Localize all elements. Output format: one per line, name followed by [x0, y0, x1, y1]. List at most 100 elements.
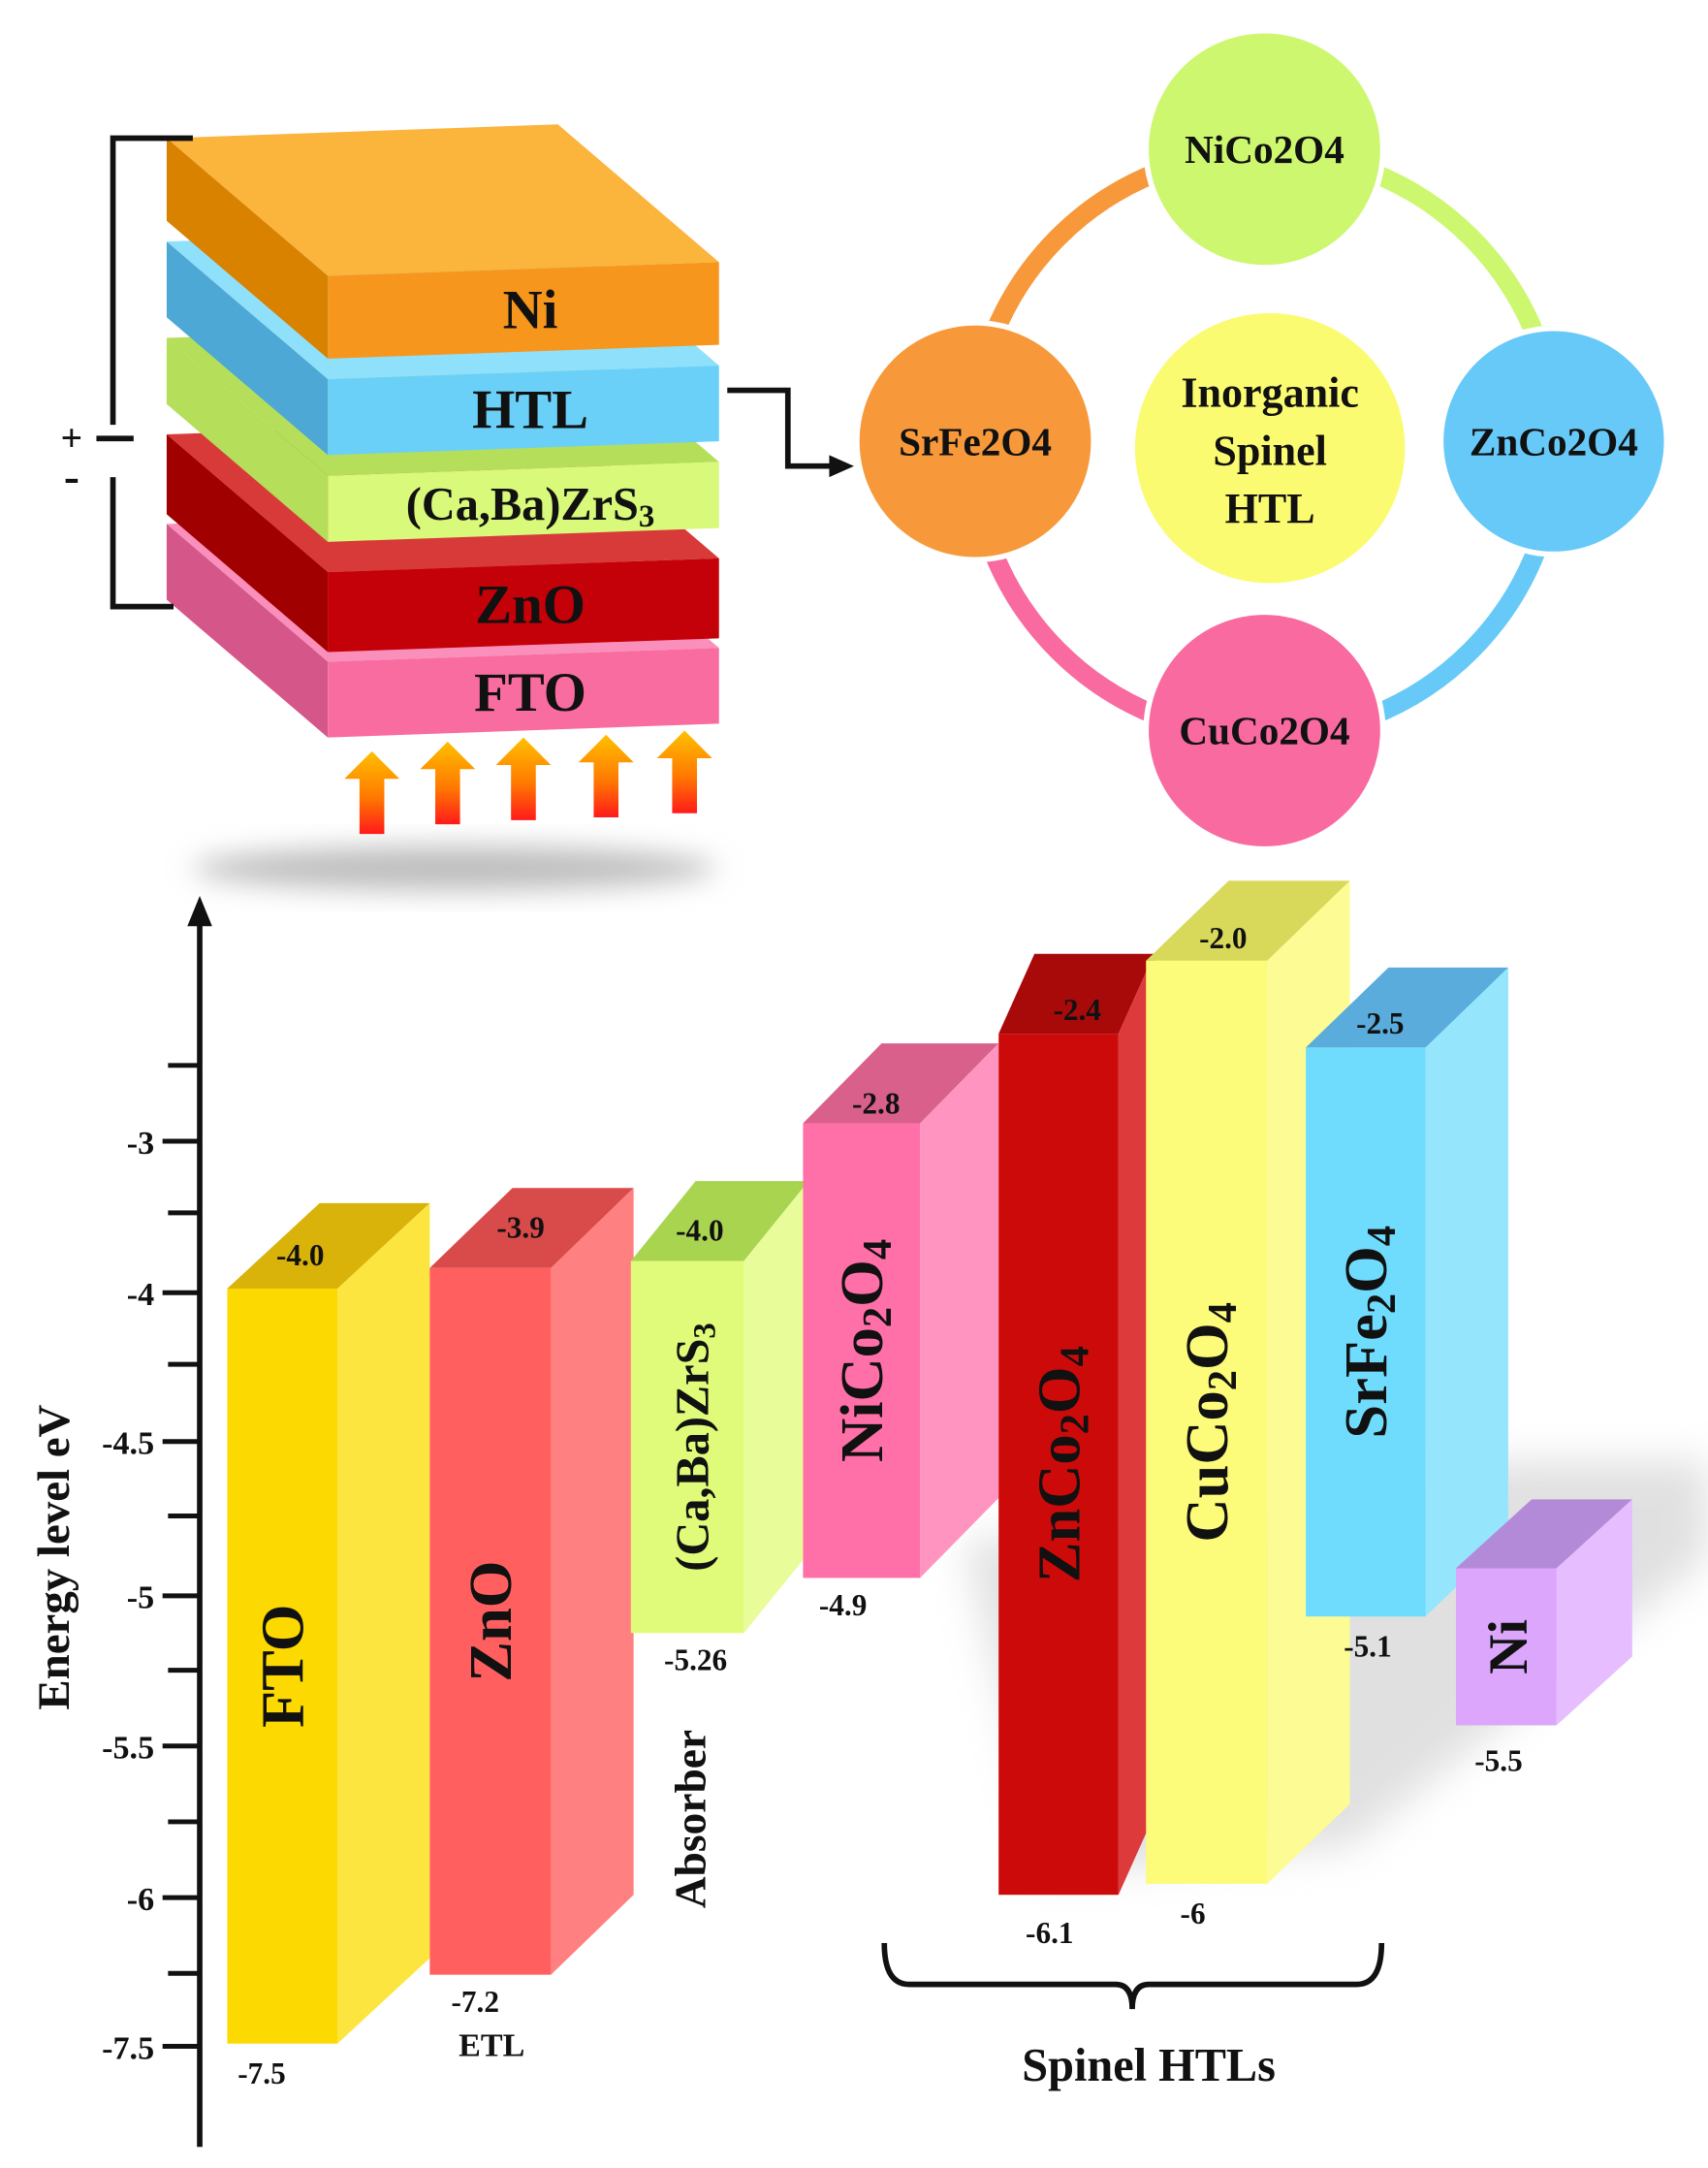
sunlight-arrow-icon — [344, 750, 400, 835]
bar-name: NiCo2O4 — [828, 1239, 901, 1462]
bar-top-face — [998, 953, 1154, 1035]
bar-top-value: -4.0 — [676, 1213, 723, 1247]
bar-role-label: ETL — [459, 2027, 524, 2063]
circuit-bracket — [96, 135, 193, 610]
bar-top-face — [1455, 1499, 1632, 1569]
bar-side-face — [337, 1202, 430, 2044]
layer-label: (Ca,Ba)ZrS3 — [406, 479, 655, 534]
bar-name: (Ca,Ba)ZrS3 — [667, 1323, 722, 1572]
cycle-node-label: SrFe2O4 — [899, 419, 1052, 463]
layer-label: HTL — [472, 380, 588, 441]
bar-fto: FTO -4.0 -7.5 — [227, 1202, 430, 2090]
y-tick-label: -4 — [127, 1277, 154, 1313]
bar-front-face — [803, 1123, 921, 1578]
energy-bars: FTO -4.0 -7.5 ZnO -3.9 -7.2 ETL (Ca,Ba)ZrS3 -4.0… — [227, 880, 1632, 2090]
y-axis-arrow-icon — [187, 896, 212, 927]
bar-side-face — [1556, 1499, 1632, 1726]
bar-front-face — [998, 1034, 1119, 1896]
bar-cabazrs3: (Ca,Ba)ZrS3 -4.0 -5.26 Absorber — [630, 1181, 809, 1908]
layer-ni: Ni — [166, 124, 719, 359]
y-tick-label: -6 — [127, 1882, 154, 1918]
sunlight-arrow-icon — [495, 737, 552, 820]
bar-bottom-value: -6 — [1181, 1897, 1206, 1930]
terminal-minus: - — [64, 452, 79, 503]
bar-ni: Ni -5.5 — [1455, 1499, 1632, 1777]
sunlight-arrow-icon — [578, 734, 634, 818]
sunlight-arrows — [344, 730, 712, 835]
bar-side-face — [920, 1043, 999, 1578]
bar-bottom-value: -7.5 — [237, 2056, 285, 2090]
bar-top-face — [1146, 880, 1350, 961]
bar-name: ZnO — [457, 1561, 524, 1682]
cycle-node-znco2o4: ZnCo2O4 — [1438, 325, 1670, 558]
layer-label: Ni — [503, 280, 558, 341]
bar-name: ZnCo2O4 — [1025, 1346, 1097, 1582]
bar-top-value: -2.8 — [852, 1087, 900, 1121]
bar-top-face — [1306, 967, 1508, 1048]
bar-bottom-value: -7.2 — [451, 1985, 498, 2019]
y-tick-label: -4.5 — [102, 1426, 154, 1462]
y-tick-label: -3 — [127, 1126, 154, 1162]
spinel-htls-label: Spinel HTLs — [1022, 2040, 1276, 2091]
bar-bottom-value: -4.9 — [819, 1588, 867, 1622]
bar-front-face — [429, 1267, 552, 1975]
cycle-node-label: NiCo2O4 — [1185, 127, 1344, 172]
sunlight-arrow-icon — [420, 741, 476, 825]
bar-top-value: -2.0 — [1199, 921, 1247, 955]
cycle-node-label: ZnCo2O4 — [1470, 419, 1638, 463]
bar-name: FTO — [249, 1605, 317, 1728]
bar-name: Ni — [1478, 1619, 1539, 1674]
spinel-brace — [881, 1942, 1385, 2010]
bar-bottom-value: -6.1 — [1026, 1916, 1073, 1950]
cycle-center: Inorganic Spinel HTL — [1134, 312, 1406, 584]
htl-link-arrow — [727, 387, 854, 478]
y-tick-label: -5.5 — [102, 1731, 154, 1767]
bar-front-face — [1455, 1568, 1557, 1726]
bar-role-label: Absorber — [666, 1730, 715, 1908]
bar-bottom-value: -5.26 — [664, 1643, 727, 1677]
layer-label: FTO — [474, 662, 586, 723]
bar-front-face — [630, 1260, 744, 1634]
bar-srfe2o4: SrFe2O4 -2.5 -5.1 — [1306, 967, 1508, 1663]
bar-top-value: -3.9 — [496, 1210, 544, 1244]
cycle-center-label: Spinel — [1213, 427, 1327, 474]
bar-side-face — [1118, 953, 1154, 1896]
bar-zno: ZnO -3.9 -7.2 ETL — [429, 1188, 634, 2063]
bar-side-face — [1425, 967, 1508, 1617]
y-tick-label: -5 — [127, 1580, 154, 1616]
bar-front-face — [1306, 1047, 1426, 1617]
bar-top-face — [227, 1202, 430, 1290]
arrowhead-icon — [829, 455, 854, 478]
cycle-node-srfe2o4: SrFe2O4 — [854, 320, 1097, 563]
layer-label: ZnO — [475, 575, 585, 636]
bar-bottom-value: -5.1 — [1344, 1629, 1391, 1663]
bar-side-face — [743, 1181, 809, 1634]
bar-top-value: -4.0 — [276, 1238, 324, 1272]
bar-top-face — [803, 1043, 999, 1124]
cycle-center-label: Inorganic — [1181, 369, 1359, 417]
sunlight-arrow-icon — [656, 730, 712, 813]
device-stack: FTO ZnO (Ca,Ba)ZrS3 HTL Ni — [166, 124, 719, 738]
cycle-node-cuco2o4: CuCo2O4 — [1143, 609, 1386, 852]
terminal-plus: + — [61, 417, 83, 460]
bar-top-face — [429, 1188, 634, 1268]
bar-bottom-value: -5.5 — [1474, 1743, 1522, 1777]
cycle-center-label: HTL — [1225, 485, 1315, 532]
bar-name: SrFe2O4 — [1332, 1226, 1405, 1439]
bar-nico2o4: NiCo2O4 -2.8 -4.9 — [803, 1043, 999, 1622]
bar-top-value: -2.4 — [1053, 993, 1101, 1027]
bar-side-face — [551, 1188, 634, 1975]
bar-top-value: -2.5 — [1356, 1006, 1404, 1040]
cycle-node-nico2o4: NiCo2O4 — [1143, 27, 1386, 271]
bar-front-face — [227, 1289, 338, 2044]
y-axis-label: Energy level eV — [29, 1404, 79, 1709]
bar-name: CuCo2O4 — [1173, 1302, 1246, 1542]
spinel-htl-cycle: NiCo2O4 ZnCo2O4 CuCo2O4 SrFe2O4 Inorganic Spi… — [854, 27, 1670, 852]
y-tick-label: -7.5 — [102, 2030, 154, 2066]
bar-znco2o4: ZnCo2O4 -2.4 -6.1 — [998, 953, 1154, 1950]
y-axis: -3 -4 -4.5 -5 -5.5 -6 -7.5 — [102, 896, 212, 2148]
bar-top-face — [630, 1181, 809, 1261]
stack-shadow — [192, 845, 716, 891]
